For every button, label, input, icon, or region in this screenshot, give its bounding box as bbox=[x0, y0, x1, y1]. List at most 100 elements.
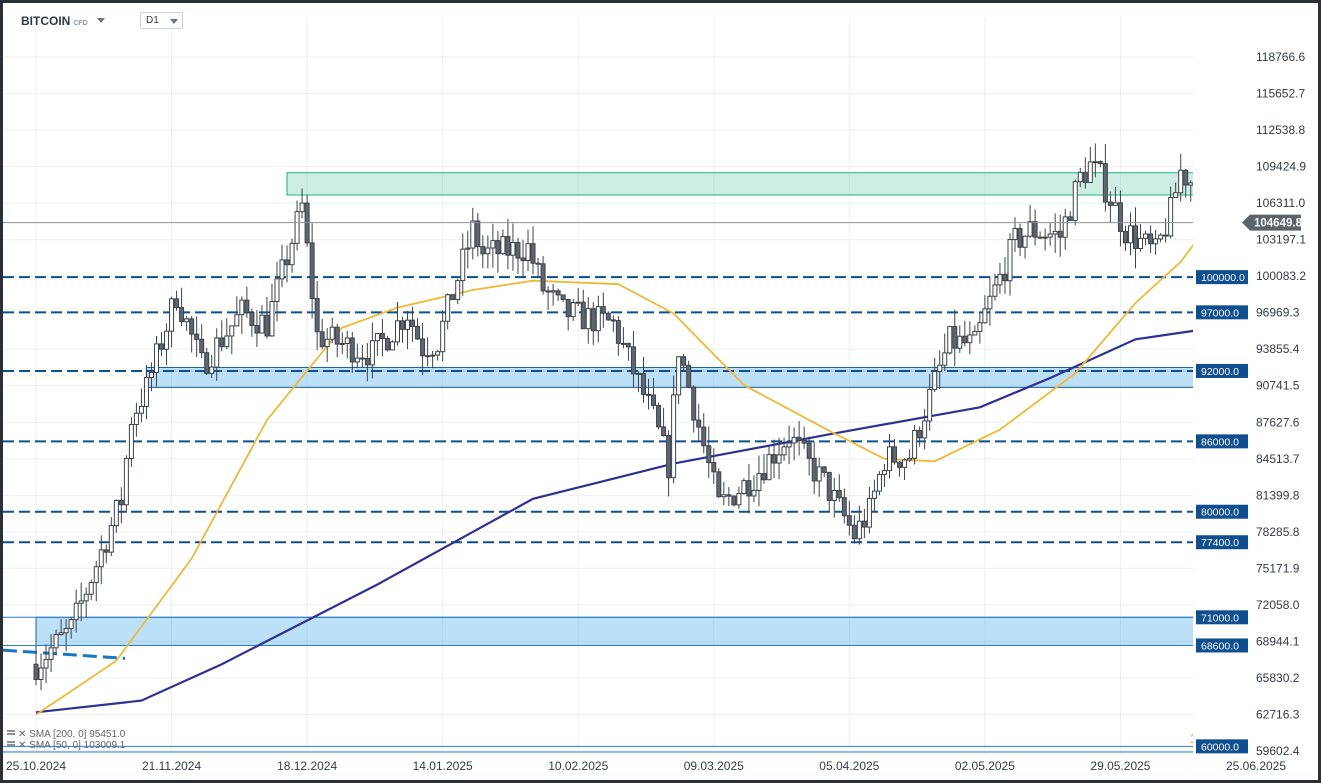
candle bbox=[505, 218, 511, 270]
candle bbox=[93, 560, 99, 602]
candle bbox=[389, 340, 395, 351]
candlestick-chart[interactable]: 12h 05m✕ SMA [200, 0] 95451.0✕ SMA [50, … bbox=[3, 3, 1318, 780]
candle bbox=[490, 223, 496, 268]
candle bbox=[199, 324, 205, 359]
candle bbox=[816, 457, 822, 497]
candle bbox=[480, 235, 486, 269]
price-zones bbox=[35, 172, 1297, 646]
y-tick-label: 87627.6 bbox=[1256, 415, 1300, 429]
legend-item[interactable]: ✕ SMA [200, 0] 95451.0 bbox=[7, 729, 126, 740]
candle bbox=[1183, 168, 1189, 198]
candle bbox=[269, 283, 275, 337]
candle bbox=[610, 315, 616, 333]
candle bbox=[676, 356, 682, 405]
y-tick-label: 84513.7 bbox=[1256, 452, 1300, 466]
candle bbox=[721, 481, 727, 506]
candle bbox=[214, 328, 220, 381]
candle bbox=[400, 316, 406, 343]
candle bbox=[384, 335, 390, 352]
candle bbox=[545, 286, 551, 310]
candle bbox=[661, 407, 667, 437]
candle bbox=[982, 295, 988, 324]
candle bbox=[1092, 143, 1098, 178]
candle bbox=[932, 357, 938, 392]
candle bbox=[711, 448, 717, 484]
candle bbox=[1102, 143, 1108, 212]
y-tick-label: 81399.8 bbox=[1256, 488, 1300, 502]
level-tag[interactable]: 68600.0 bbox=[1196, 638, 1248, 653]
candle bbox=[148, 362, 154, 392]
level-tag[interactable]: 100000.0 bbox=[1196, 270, 1248, 285]
candle bbox=[761, 453, 767, 484]
candle bbox=[1122, 225, 1128, 251]
candle bbox=[776, 437, 782, 480]
candle bbox=[219, 320, 225, 352]
candle bbox=[1112, 186, 1118, 206]
candle bbox=[595, 295, 601, 343]
time-axis[interactable]: 25.10.2024 21.11.2024 18.12.2024 14.01.2025… bbox=[3, 751, 1318, 780]
candle bbox=[766, 446, 772, 481]
candle bbox=[801, 426, 807, 449]
level-tag[interactable]: 97000.0 bbox=[1196, 305, 1248, 320]
menu-icon bbox=[7, 741, 15, 743]
candle bbox=[646, 378, 652, 410]
candle bbox=[1022, 235, 1028, 259]
candle bbox=[244, 286, 250, 318]
candle bbox=[912, 425, 918, 465]
candle bbox=[224, 318, 230, 350]
candle bbox=[138, 388, 144, 423]
candle bbox=[821, 466, 827, 478]
y-tick-label: 65830.2 bbox=[1256, 671, 1300, 685]
candle bbox=[334, 323, 340, 358]
timeframe-select[interactable]: D1 bbox=[140, 12, 183, 29]
candle bbox=[500, 229, 506, 256]
candle bbox=[575, 288, 581, 307]
candle bbox=[706, 426, 712, 478]
support-zone[interactable] bbox=[35, 616, 1297, 646]
level-tag[interactable]: 80000.0 bbox=[1196, 504, 1248, 519]
y-tick-label: 59602.4 bbox=[1256, 744, 1300, 758]
legend-item[interactable]: ✕ SMA [50, 0] 103009.1 bbox=[7, 740, 126, 751]
level-tag[interactable]: 92000.0 bbox=[1196, 363, 1248, 378]
candle bbox=[1158, 233, 1164, 243]
candle bbox=[786, 425, 792, 465]
x-tick-label: 18.12.2024 bbox=[277, 759, 337, 773]
level-tag[interactable]: 77400.0 bbox=[1196, 535, 1248, 550]
grid-lines bbox=[3, 17, 1257, 755]
resistance-zone[interactable] bbox=[286, 172, 1277, 196]
svg-text:86000.0: 86000.0 bbox=[1201, 436, 1239, 448]
y-tick-label: 115652.7 bbox=[1256, 87, 1305, 101]
candle bbox=[651, 377, 657, 410]
candle bbox=[1042, 228, 1048, 251]
candle bbox=[1133, 207, 1139, 269]
candle bbox=[947, 325, 953, 355]
candle bbox=[811, 441, 817, 495]
y-tick-label: 90741.5 bbox=[1256, 379, 1300, 393]
candle bbox=[204, 347, 210, 375]
candle bbox=[535, 257, 541, 278]
candle bbox=[33, 645, 39, 686]
candle bbox=[681, 353, 687, 372]
chart-panel: 12h 05m✕ SMA [200, 0] 95451.0✕ SMA [50, … bbox=[3, 3, 1318, 780]
sma-50-line bbox=[35, 241, 1197, 716]
candle bbox=[475, 212, 481, 257]
level-tag[interactable]: 60000.0 bbox=[1196, 739, 1248, 754]
candle bbox=[907, 449, 913, 462]
candle bbox=[871, 479, 877, 512]
candle bbox=[425, 337, 431, 367]
symbol-selector[interactable]: BITCOIN CFD bbox=[21, 14, 105, 28]
price-axis[interactable]: 118766.6 115652.7 112538.8 109424.9 106311.0… bbox=[1193, 3, 1318, 780]
candle bbox=[234, 296, 240, 327]
candle bbox=[420, 322, 426, 376]
level-tag[interactable]: 86000.0 bbox=[1196, 434, 1248, 449]
candle bbox=[1032, 209, 1038, 246]
candle bbox=[440, 310, 446, 362]
candle bbox=[374, 333, 380, 356]
candle bbox=[410, 306, 416, 342]
candle bbox=[450, 294, 456, 301]
candle bbox=[671, 375, 677, 484]
x-tick-label: 09.03.2025 bbox=[684, 759, 744, 773]
candle bbox=[922, 408, 928, 450]
candle bbox=[791, 427, 797, 461]
level-tag[interactable]: 71000.0 bbox=[1196, 610, 1248, 625]
